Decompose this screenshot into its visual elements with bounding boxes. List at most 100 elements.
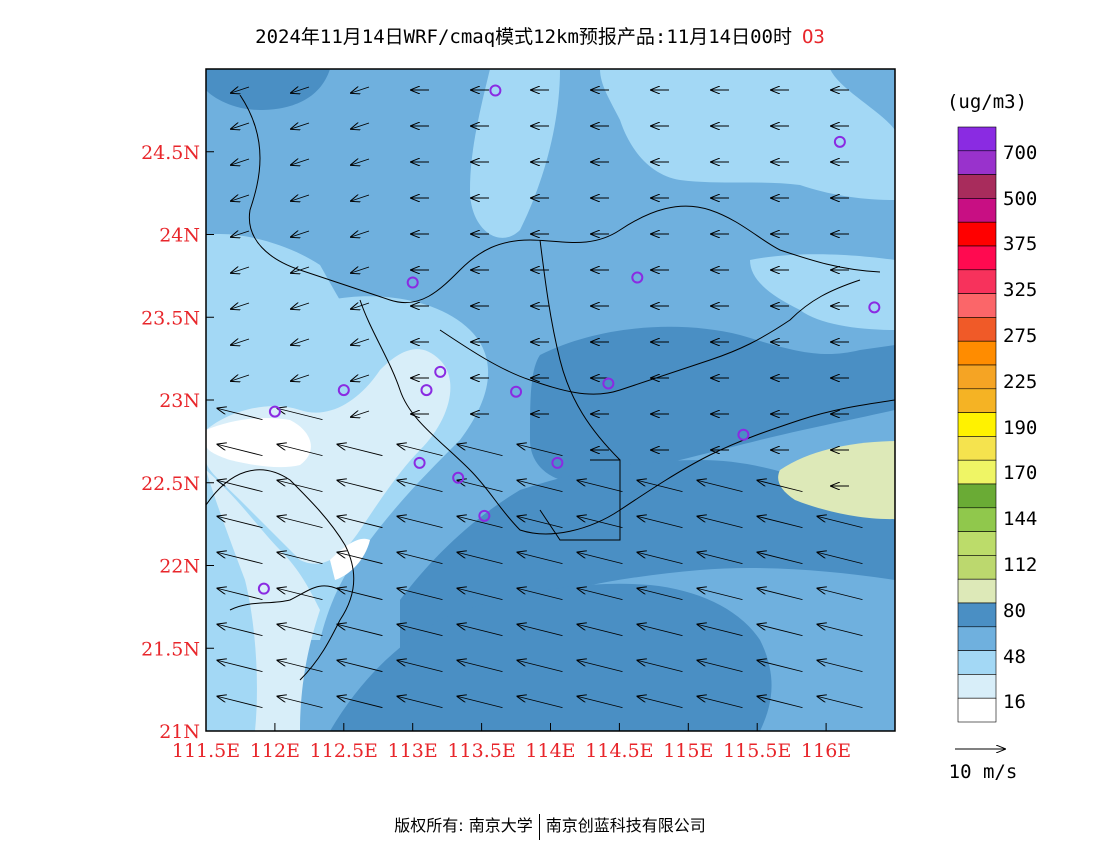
wind-arrow: [638, 480, 683, 493]
wind-arrow: [338, 516, 383, 529]
longitude-axis: 111.5E 112E 112.5E 113E 113.5E 114E 114.5E 115E…: [172, 723, 851, 762]
colorbar-swatch: [957, 483, 997, 509]
wind-arrow: [351, 339, 370, 345]
wind-arrow: [218, 408, 263, 421]
colorbar-label: 190: [1003, 417, 1037, 439]
station-marker: [452, 471, 465, 484]
wind-arrow: [818, 516, 863, 529]
wind-arrow: [291, 267, 310, 273]
wind-arrow: [458, 552, 503, 565]
wind-arrow: [338, 660, 383, 673]
wind-arrow: [231, 87, 250, 93]
wind-arrow: [291, 195, 310, 201]
field-light-east: [750, 254, 895, 330]
ozone-field: [206, 69, 895, 731]
credit-left: 版权所有: 南京大学: [394, 816, 533, 835]
lat-tick-label: 21.5N: [141, 638, 200, 660]
station-marker: [551, 456, 564, 469]
wind-arrow: [818, 624, 863, 637]
colorbar-swatch: [957, 317, 997, 342]
wind-arrow: [351, 231, 370, 237]
wind-arrow: [278, 624, 323, 637]
wind-arrow: [518, 480, 563, 493]
wind-arrow: [351, 303, 370, 309]
wind-arrow: [351, 159, 370, 165]
colorbar-swatch: [957, 245, 997, 271]
wind-arrow: [458, 588, 503, 601]
field-light-north: [470, 69, 560, 238]
colorbar-swatch: [957, 293, 997, 318]
station-marker: [406, 276, 419, 289]
wind-arrow: [338, 588, 383, 601]
colorbar-swatch: [957, 650, 997, 675]
lon-tick-label: 111.5E: [172, 740, 240, 762]
wind-arrow: [291, 123, 310, 129]
colorbar-swatch: [957, 555, 997, 580]
station-marker: [413, 456, 426, 469]
title-main: 2024年11月14日WRF/cmaq模式12km预报产品:11月14日00时: [255, 26, 792, 48]
wind-arrow: [351, 267, 370, 273]
station-marker: [510, 385, 523, 398]
coastline-main: [359, 299, 895, 535]
colorbar-label: 144: [1003, 508, 1037, 530]
wind-arrow: [278, 660, 323, 673]
field-dark-coast: [400, 460, 895, 660]
wind-arrow: [698, 588, 743, 601]
wind-vectors: [218, 87, 863, 709]
wind-arrow: [518, 696, 563, 709]
station-marker: [257, 582, 270, 595]
wind-arrow: [758, 696, 803, 709]
copyright-credit: 版权所有: 南京大学 南京创蓝科技有限公司: [0, 812, 1100, 840]
colorbar-swatch: [957, 150, 997, 175]
colorbar-swatch: [957, 436, 997, 461]
colorbar-swatch: [957, 459, 997, 485]
wind-arrow: [291, 339, 310, 345]
colorbar-swatch: [957, 602, 997, 628]
lon-tick-label: 114E: [525, 740, 575, 762]
map-title: 2024年11月14日WRF/cmaq模式12km预报产品:11月14日00时 O…: [0, 22, 1080, 49]
lat-tick-label: 23.5N: [141, 307, 200, 329]
wind-arrow: [638, 588, 683, 601]
wind-arrow: [578, 552, 623, 565]
lon-tick-label: 112E: [250, 740, 300, 762]
boundary-north: [239, 94, 881, 304]
station-marker: [420, 384, 433, 397]
lat-tick-label: 22.5N: [141, 473, 200, 495]
colorbar-label: 375: [1003, 233, 1037, 255]
colorbar: 700 500 375 325 275 225 190 170 144 112 80 48 16: [957, 126, 1037, 723]
wind-arrow: [578, 624, 623, 637]
wind-arrow: [518, 552, 563, 565]
field-white-west: [206, 418, 311, 468]
wind-arrow: [398, 660, 443, 673]
wind-arrow: [218, 516, 263, 529]
wind-arrow: [278, 516, 323, 529]
wind-arrow: [218, 624, 263, 637]
lon-tick-label: 114.5E: [585, 740, 653, 762]
wind-arrow: [818, 588, 863, 601]
colorbar-label: 325: [1003, 279, 1037, 301]
lon-tick-label: 116E: [801, 740, 851, 762]
wind-arrow: [698, 480, 743, 493]
lon-tick-label: 115.5E: [723, 740, 791, 762]
field-white-small: [330, 538, 370, 580]
wind-arrow: [638, 516, 683, 529]
wind-arrow: [698, 516, 743, 529]
wind-arrow: [458, 660, 503, 673]
colorbar-swatch: [957, 269, 997, 294]
wind-arrow: [698, 696, 743, 709]
wind-arrow: [818, 660, 863, 673]
wind-arrow: [638, 624, 683, 637]
colorbar-swatch: [957, 626, 997, 651]
wind-arrow: [578, 480, 623, 493]
wind-arrow: [351, 195, 370, 201]
wind-arrow: [291, 159, 310, 165]
wind-arrow: [398, 696, 443, 709]
station-marker: [737, 428, 750, 441]
field-verylight-west: [206, 349, 451, 564]
wind-arrow: [231, 231, 250, 237]
wind-arrow: [398, 480, 443, 493]
colorbar-swatch: [957, 221, 997, 247]
colorbar-swatch: [957, 674, 997, 699]
colorbar-label: 112: [1003, 554, 1037, 576]
colorbar-label: 170: [1003, 462, 1037, 484]
